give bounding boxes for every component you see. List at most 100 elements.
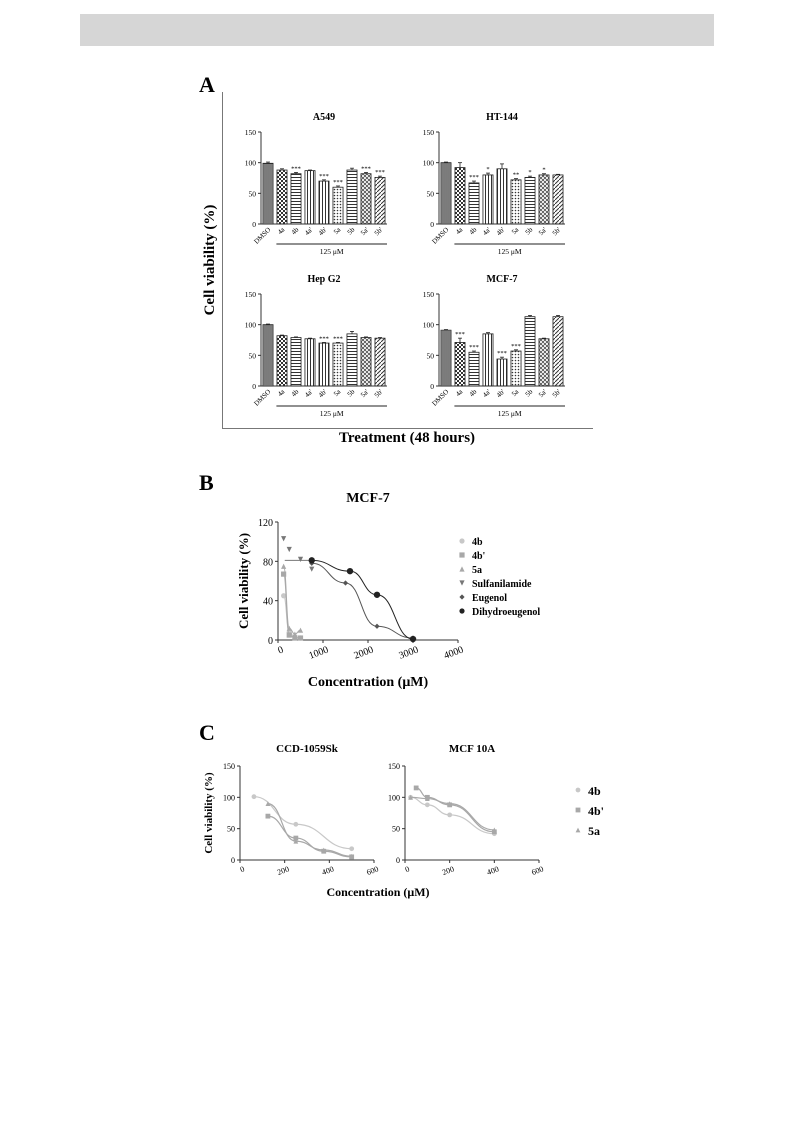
data-point-4b bbox=[424, 802, 430, 808]
data-point-4b bbox=[281, 593, 287, 599]
x-tick-label: 5a' bbox=[359, 226, 370, 237]
fit-line-Dihydroeugenol bbox=[311, 559, 414, 640]
x-tick-label: 200 bbox=[441, 864, 455, 877]
x-tick-label: 4b bbox=[468, 225, 479, 236]
data-point-5a bbox=[349, 853, 355, 859]
significance-label: *** bbox=[469, 344, 479, 351]
x-tick-label: 5a bbox=[510, 387, 521, 398]
panel-a-frame bbox=[222, 92, 593, 429]
treatment-label: 125 μM bbox=[498, 247, 522, 256]
legend-marker-4b bbox=[575, 787, 581, 793]
x-axis-label: Concentration (μM) bbox=[308, 675, 429, 690]
y-tick-label: 150 bbox=[423, 128, 435, 137]
bar-4b bbox=[468, 351, 480, 387]
bar-4b' bbox=[318, 342, 330, 387]
data-point-5a bbox=[447, 801, 453, 806]
fit-line-5a bbox=[283, 565, 301, 635]
bar-DMSO bbox=[440, 162, 452, 225]
y-tick-label: 50 bbox=[427, 351, 435, 360]
significance-label: *** bbox=[469, 174, 479, 181]
data-point-Sulfanilamide bbox=[297, 556, 304, 562]
data-point-4b' bbox=[413, 785, 419, 791]
fit-line-5a bbox=[410, 796, 495, 831]
x-tick-label: 0 bbox=[404, 864, 411, 874]
x-tick-label: 4a' bbox=[481, 226, 492, 237]
legend-label: 4b' bbox=[472, 551, 486, 562]
panel-letter-c: C bbox=[199, 720, 215, 745]
y-tick-label: 150 bbox=[388, 762, 400, 771]
legend-marker-Eugenol bbox=[459, 594, 465, 600]
legend-marker-4b' bbox=[459, 552, 465, 558]
bar-5a bbox=[510, 179, 522, 225]
x-tick-label: 5a' bbox=[537, 388, 548, 399]
x-tick-label: 5a bbox=[510, 225, 521, 236]
data-point-5a bbox=[286, 625, 292, 631]
bar-5a bbox=[332, 342, 344, 387]
significance-label: * bbox=[528, 169, 531, 176]
x-tick-label: 5b' bbox=[551, 388, 563, 400]
legend-marker-Sulfanilamide bbox=[459, 580, 465, 586]
chart-title: MCF-7 bbox=[486, 274, 517, 285]
legend-marker-5a bbox=[575, 827, 581, 833]
x-tick-label: 2000 bbox=[352, 644, 375, 661]
y-tick-label: 0 bbox=[430, 382, 434, 391]
x-tick-label: 4a' bbox=[481, 388, 492, 399]
panel-a-ylabel-wrap: Cell viability (%) bbox=[196, 92, 222, 428]
y-tick-label: 80 bbox=[263, 557, 273, 568]
legend-label: 4b' bbox=[588, 804, 604, 818]
significance-label: *** bbox=[319, 173, 329, 180]
y-tick-label: 100 bbox=[423, 321, 435, 330]
x-tick-label: 4b bbox=[290, 387, 301, 398]
data-point-Dihydroeugenol bbox=[346, 567, 354, 575]
legend-label: 5a bbox=[472, 565, 482, 576]
data-point-4b' bbox=[265, 813, 271, 819]
fit-line-4b bbox=[410, 796, 495, 835]
x-tick-label: 5b bbox=[346, 225, 357, 236]
x-tick-label: 1000 bbox=[307, 644, 330, 661]
dose-response-chart-mcf7: MCF-7 0 40 80 120 0 1000 2000 3000 4000 Cell viabi… bbox=[236, 491, 540, 690]
legend-label: 5a bbox=[588, 824, 600, 838]
bar-4b' bbox=[318, 180, 330, 225]
bar-5a' bbox=[538, 174, 550, 225]
bar-5a bbox=[510, 350, 522, 387]
significance-label: *** bbox=[497, 350, 507, 357]
y-tick-label: 150 bbox=[423, 290, 435, 299]
y-tick-label: 100 bbox=[423, 159, 435, 168]
bar-4a' bbox=[482, 333, 494, 387]
data-point-4b' bbox=[297, 635, 304, 641]
x-tick-label: 5b' bbox=[551, 226, 563, 238]
panel-letter-a: A bbox=[199, 72, 215, 97]
y-tick-label: 40 bbox=[263, 597, 273, 608]
significance-label: *** bbox=[361, 165, 371, 172]
bar-5b bbox=[346, 333, 358, 387]
significance-label: * bbox=[542, 167, 545, 174]
significance-label: *** bbox=[455, 331, 465, 338]
data-point-5a bbox=[265, 801, 271, 806]
x-tick-label: 4a bbox=[276, 387, 287, 398]
fit-line-4b' bbox=[416, 787, 495, 833]
bar-5b' bbox=[374, 337, 386, 387]
bar-4a bbox=[276, 169, 288, 225]
x-tick-label: 5b bbox=[346, 387, 357, 398]
x-tick-label: 5b' bbox=[373, 226, 385, 238]
x-tick-label: 0 bbox=[277, 644, 285, 656]
y-tick-label: 150 bbox=[223, 762, 235, 771]
bar-4a bbox=[454, 167, 466, 225]
significance-label: * bbox=[486, 166, 489, 173]
treatment-label: 125 μM bbox=[320, 409, 344, 418]
data-point-Sulfanilamide bbox=[286, 546, 292, 553]
data-point-Eugenol bbox=[342, 580, 349, 586]
legend-label: 4b bbox=[472, 537, 483, 548]
fit-line-5a bbox=[267, 803, 352, 857]
significance-label: *** bbox=[511, 343, 521, 350]
x-tick-label: 5a' bbox=[359, 388, 370, 399]
y-tick-label: 100 bbox=[245, 159, 257, 168]
bar-4a' bbox=[304, 338, 316, 387]
y-tick-label: 50 bbox=[249, 189, 257, 198]
data-point-Dihydroeugenol bbox=[409, 635, 417, 643]
y-axis-label: Cell viability (%) bbox=[236, 533, 251, 629]
data-point-4b' bbox=[286, 632, 292, 638]
chart-title: CCD-1059Sk bbox=[276, 743, 339, 755]
